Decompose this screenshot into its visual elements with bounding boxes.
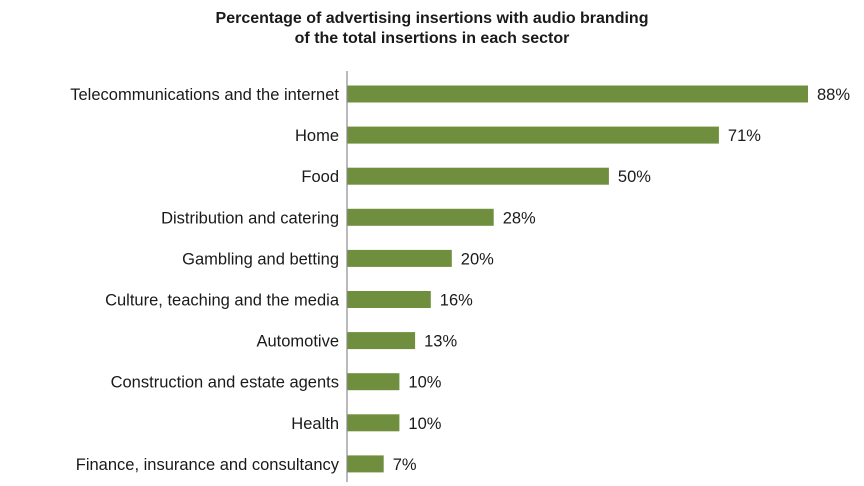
value-label: 10% (408, 374, 441, 392)
category-label: Food (301, 168, 339, 186)
value-labels-group: 88% 71% 50% 28% 20% 16% 13% 10% 10% 7% (393, 86, 851, 474)
category-label: Health (291, 415, 339, 433)
category-label: Finance, insurance and consultancy (76, 456, 340, 474)
bar (347, 455, 384, 473)
value-label: 10% (408, 415, 441, 433)
category-label: Culture, teaching and the media (105, 292, 340, 310)
category-label: Construction and estate agents (111, 374, 339, 392)
bar (347, 373, 400, 391)
bar (347, 291, 431, 308)
category-label: Distribution and catering (161, 209, 339, 227)
bar (347, 332, 416, 350)
value-label: 50% (618, 168, 651, 186)
value-label: 7% (393, 456, 417, 474)
chart-title: Percentage of advertising insertions wit… (0, 9, 864, 49)
category-label: Home (295, 127, 339, 145)
bar (347, 167, 609, 185)
value-label: 88% (817, 86, 850, 104)
chart-title-line-2: of the total insertions in each sector (294, 30, 570, 47)
category-labels-group: Telecommunications and the internet Home F… (70, 86, 340, 474)
value-label: 71% (728, 127, 761, 145)
category-label: Gambling and betting (182, 250, 339, 268)
value-label: 16% (440, 292, 473, 310)
bar (347, 126, 719, 144)
bars-group (347, 85, 808, 473)
chart-title-line-1: Percentage of advertising insertions wit… (215, 10, 649, 27)
bar (347, 249, 452, 267)
bar (347, 208, 494, 226)
bar (347, 414, 400, 432)
value-label: 13% (424, 333, 457, 351)
value-label: 20% (461, 250, 494, 268)
value-label: 28% (503, 209, 536, 227)
bar (347, 85, 808, 103)
category-label: Automotive (256, 333, 339, 351)
category-label: Telecommunications and the internet (70, 86, 339, 104)
